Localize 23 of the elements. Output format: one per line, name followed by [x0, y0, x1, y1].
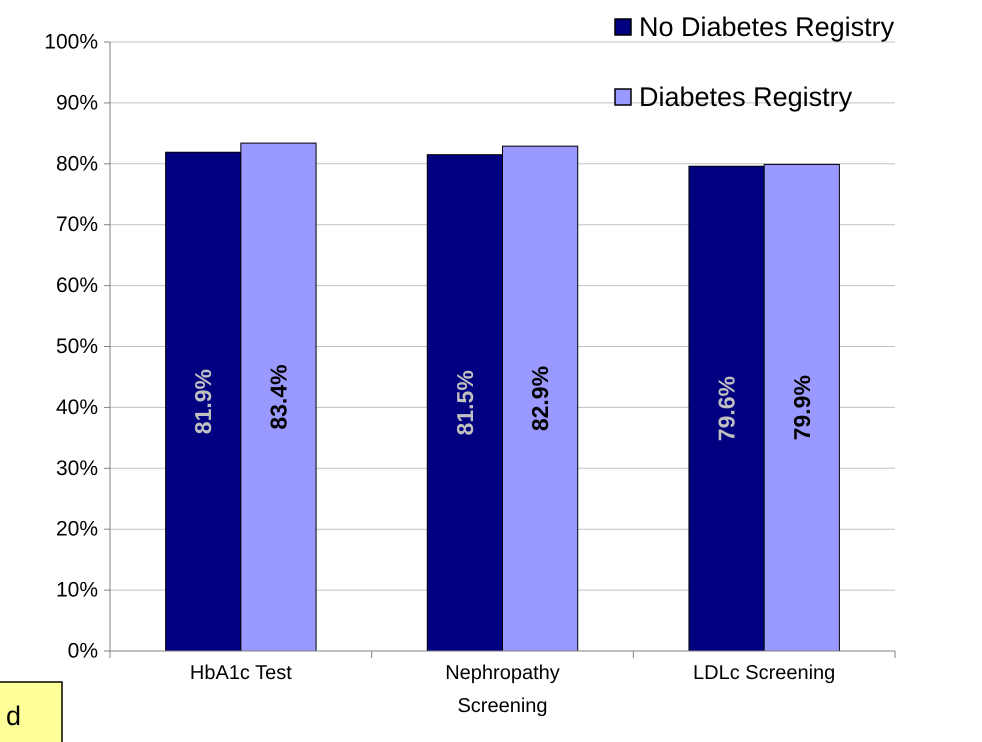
y-tick-label: 0% [68, 640, 98, 662]
data-label: 81.5% [452, 370, 478, 436]
data-label: 81.9% [190, 369, 216, 434]
y-tick-label: 20% [56, 518, 98, 541]
x-tick-label: LDLc Screening [693, 662, 836, 684]
x-tick-label: Nephropathy Screening [445, 662, 560, 717]
legend-label: No Diabetes Registry [639, 12, 895, 42]
y-tick-label: 60% [56, 274, 98, 298]
text: d [6, 701, 22, 731]
y-tick-label: 10% [56, 578, 98, 602]
y-tick-label: 30% [56, 456, 98, 480]
y-tick-label: 80% [56, 152, 98, 176]
data-label: 83.4% [265, 364, 292, 430]
data-label: 79.9% [788, 375, 815, 440]
y-tick-label: 100% [44, 30, 98, 54]
data-label: 79.6% [714, 376, 740, 442]
data-label: 82.9% [527, 366, 554, 432]
y-tick-label: 70% [56, 213, 98, 236]
y-tick-label: 50% [56, 335, 98, 358]
legend-label: Diabetes Registry [639, 82, 853, 112]
y-tick-label: 90% [56, 91, 98, 114]
x-tick-label: HbA1c Test [190, 662, 292, 684]
y-tick-label: 40% [56, 396, 98, 419]
